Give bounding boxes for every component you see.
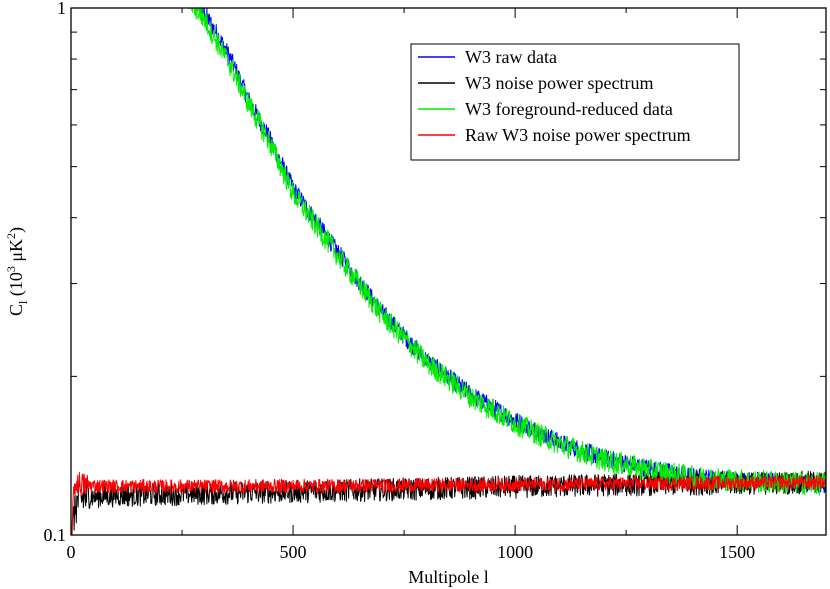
y-axis-label-close: ) — [6, 227, 27, 233]
y-tick-label-0: 0.1 — [44, 525, 67, 545]
plot-frame — [70, 7, 827, 536]
y-tick-label-1: 1 — [57, 0, 66, 18]
y-axis-label-unit: μK — [6, 239, 26, 266]
y-axis-label-sup1: 3 — [4, 266, 18, 272]
y-axis-label-sup2: 2 — [4, 233, 18, 239]
y-axis-label-open: (10 — [6, 272, 27, 301]
x-tick-label-2: 1000 — [497, 542, 533, 562]
y-axis-label-sub: l — [16, 300, 30, 304]
series-layer — [71, 8, 826, 535]
y-axis-label-main: C — [6, 304, 26, 316]
ticks-layer: 0 500 1000 1500 0.1 1 — [44, 0, 826, 562]
legend-label-2: W3 foreground-reduced data — [465, 99, 673, 119]
legend-label-3: Raw W3 noise power spectrum — [465, 125, 691, 145]
x-tick-label-0: 0 — [67, 542, 76, 562]
legend-box — [410, 43, 740, 161]
series-line-3 — [71, 472, 826, 535]
legend-label-1: W3 noise power spectrum — [465, 73, 653, 93]
y-axis-label: Cl (103 μK2) — [4, 227, 30, 316]
x-tick-label-1: 500 — [280, 542, 307, 562]
legend-label-0: W3 raw data — [465, 47, 557, 67]
legend: W3 raw data W3 noise power spectrum W3 f… — [410, 43, 740, 161]
x-tick-label-3: 1500 — [719, 542, 755, 562]
x-axis-label: Multipole l — [408, 567, 489, 587]
